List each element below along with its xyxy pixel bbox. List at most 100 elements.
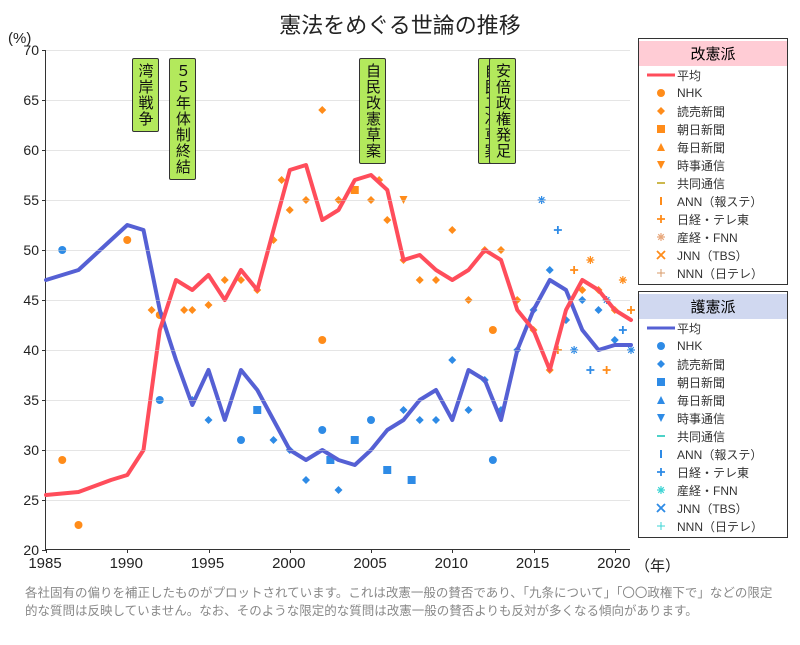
legend-label: 共同通信 xyxy=(677,175,725,192)
legend-header: 護憲派 xyxy=(639,294,787,319)
x-tick-label: 1995 xyxy=(191,555,224,572)
x-tick-label: 1985 xyxy=(28,555,61,572)
legend-symbol-icon xyxy=(645,483,677,497)
legend-row: NNN（日テレ） xyxy=(639,264,787,282)
legend-row: 毎日新聞 xyxy=(639,391,787,409)
legend-row: JNN（TBS） xyxy=(639,246,787,264)
legend-row: 産経・FNN xyxy=(639,481,787,499)
legend-label: 毎日新聞 xyxy=(677,139,725,156)
legend-symbol-icon xyxy=(645,122,677,136)
legend-symbol-icon xyxy=(645,194,677,208)
x-axis: 19851990199520002005201020152020 xyxy=(45,550,630,580)
legend-symbol-icon xyxy=(645,321,677,335)
legend-row: 産経・FNN xyxy=(639,228,787,246)
legend-label: 産経・FNN xyxy=(677,482,738,499)
legend-label: NHK xyxy=(677,86,702,100)
legend-symbol-icon xyxy=(645,375,677,389)
legend-row: NNN（日テレ） xyxy=(639,517,787,535)
legend-symbol-icon xyxy=(645,230,677,244)
legend-label: 日経・テレ東 xyxy=(677,211,749,228)
legend-box: 改憲派平均 NHK 読売新聞朝日新聞毎日新聞時事通信共同通信ANN（報ステ）日経・テ… xyxy=(638,38,788,285)
y-tick-label: 35 xyxy=(23,392,39,408)
legend: 改憲派平均NHK読売新聞朝日新聞毎日新聞時事通信共同通信ANN（報ステ）日経・テ… xyxy=(638,38,788,544)
legend-label: ANN（報ステ） xyxy=(677,193,762,210)
legend-row: 時事通信 xyxy=(639,409,787,427)
y-tick-label: 70 xyxy=(23,42,39,58)
legend-header: 改憲派 xyxy=(639,41,787,66)
legend-label: 共同通信 xyxy=(677,428,725,445)
legend-row: 共同通信 xyxy=(639,174,787,192)
legend-symbol-icon xyxy=(645,339,677,353)
legend-symbol-icon xyxy=(645,411,677,425)
legend-row: 平均 xyxy=(639,66,787,84)
legend-label: 時事通信 xyxy=(677,410,725,427)
chart-title: 憲法をめぐる世論の推移 xyxy=(279,8,521,40)
legend-symbol-icon xyxy=(645,158,677,172)
legend-label: 産経・FNN xyxy=(677,229,738,246)
legend-row: 日経・テレ東 xyxy=(639,210,787,228)
legend-symbol-icon xyxy=(645,357,677,371)
legend-label: 平均 xyxy=(677,320,701,337)
legend-label: NHK xyxy=(677,339,702,353)
legend-symbol-icon xyxy=(645,519,677,533)
legend-row: JNN（TBS） xyxy=(639,499,787,517)
legend-row: 読売新聞 xyxy=(639,355,787,373)
x-tick-label: 2015 xyxy=(516,555,549,572)
legend-row: 日経・テレ東 xyxy=(639,463,787,481)
legend-row: ANN（報ステ） xyxy=(639,192,787,210)
legend-label: 平均 xyxy=(677,67,701,84)
x-tick-label: 1990 xyxy=(110,555,143,572)
event-annotation: 安倍政権発足 xyxy=(489,58,516,164)
legend-label: JNN（TBS） xyxy=(677,247,748,264)
legend-row: 平均 xyxy=(639,319,787,337)
y-tick-label: 40 xyxy=(23,342,39,358)
y-tick-label: 45 xyxy=(23,292,39,308)
event-annotation: 自民改憲草案 xyxy=(359,58,386,164)
legend-label: 朝日新聞 xyxy=(677,374,725,391)
legend-row: NHK xyxy=(639,337,787,355)
event-annotation: ５５年体制終結 xyxy=(169,58,196,180)
legend-label: 読売新聞 xyxy=(677,103,725,120)
legend-label: 日経・テレ東 xyxy=(677,464,749,481)
legend-label: 朝日新聞 xyxy=(677,121,725,138)
footnote: 各社固有の偏りを補正したものがプロットされています。これは改憲一般の賛否であり、… xyxy=(25,585,775,620)
chart-container: 憲法をめぐる世論の推移 (%) （年） 20253035404550556065… xyxy=(0,0,800,645)
legend-row: 読売新聞 xyxy=(639,102,787,120)
legend-row: 朝日新聞 xyxy=(639,120,787,138)
legend-symbol-icon xyxy=(645,465,677,479)
legend-symbol-icon xyxy=(645,447,677,461)
legend-symbol-icon xyxy=(645,429,677,443)
legend-row: 毎日新聞 xyxy=(639,138,787,156)
legend-row: 共同通信 xyxy=(639,427,787,445)
x-tick-label: 2005 xyxy=(353,555,386,572)
y-tick-label: 65 xyxy=(23,92,39,108)
legend-row: 朝日新聞 xyxy=(639,373,787,391)
legend-symbol-icon xyxy=(645,266,677,280)
legend-symbol-icon xyxy=(645,68,677,82)
legend-symbol-icon xyxy=(645,104,677,118)
x-tick-label: 2000 xyxy=(272,555,305,572)
x-tick-label: 2020 xyxy=(597,555,630,572)
legend-symbol-icon xyxy=(645,176,677,190)
x-tick-label: 2010 xyxy=(435,555,468,572)
legend-label: 毎日新聞 xyxy=(677,392,725,409)
legend-symbol-icon xyxy=(645,248,677,262)
legend-symbol-icon xyxy=(645,212,677,226)
y-tick-label: 60 xyxy=(23,142,39,158)
legend-symbol-icon xyxy=(645,140,677,154)
legend-label: ANN（報ステ） xyxy=(677,446,762,463)
legend-label: NNN（日テレ） xyxy=(677,265,763,282)
x-axis-unit: （年） xyxy=(635,555,680,576)
legend-row: 時事通信 xyxy=(639,156,787,174)
event-annotation: 湾岸戦争 xyxy=(132,58,159,132)
y-axis: 2025303540455055606570 xyxy=(0,50,45,550)
legend-label: JNN（TBS） xyxy=(677,500,748,517)
y-tick-label: 50 xyxy=(23,242,39,258)
plot-area: 湾岸戦争５５年体制終結自民改憲草案自民二次草案安倍政権発足 xyxy=(45,50,630,550)
legend-label: 読売新聞 xyxy=(677,356,725,373)
legend-symbol-icon xyxy=(645,501,677,515)
legend-label: NNN（日テレ） xyxy=(677,518,763,535)
legend-symbol-icon xyxy=(645,393,677,407)
y-tick-label: 30 xyxy=(23,442,39,458)
legend-symbol-icon xyxy=(645,86,677,100)
